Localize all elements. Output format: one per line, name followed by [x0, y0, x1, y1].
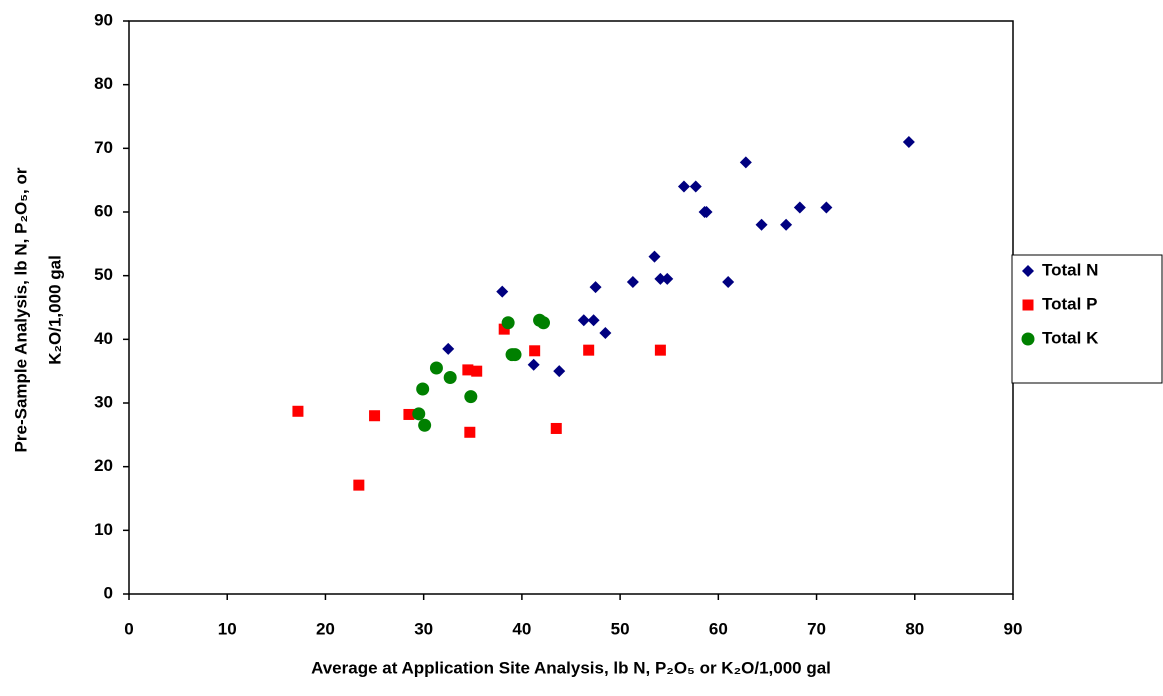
x-tick-label: 70	[807, 619, 826, 638]
x-tick-label: 10	[218, 619, 237, 638]
marker-diamond	[496, 285, 509, 298]
y-tick-label: 70	[94, 138, 113, 157]
x-tick-label: 90	[1004, 619, 1023, 638]
x-tick-label: 0	[124, 619, 133, 638]
marker-diamond	[648, 250, 661, 263]
marker-circle	[501, 316, 515, 330]
marker-diamond	[739, 156, 752, 169]
marker-diamond	[589, 281, 602, 294]
marker-circle	[536, 316, 550, 330]
marker-square	[550, 422, 562, 434]
marker-diamond	[661, 272, 674, 285]
marker-circle	[1021, 332, 1035, 346]
legend-label: Total K	[1042, 328, 1099, 347]
marker-square	[369, 410, 381, 422]
x-tick-label: 20	[316, 619, 335, 638]
marker-diamond	[527, 358, 540, 371]
y-tick-label: 90	[94, 10, 113, 29]
marker-square	[464, 426, 476, 438]
x-tick-label: 30	[414, 619, 433, 638]
y-axis-label-line: K₂O/1,000 gal	[45, 255, 64, 365]
legend-label: Total P	[1042, 294, 1097, 313]
marker-diamond	[793, 201, 806, 214]
marker-diamond	[902, 135, 915, 148]
marker-diamond	[722, 276, 735, 289]
marker-square	[583, 344, 595, 356]
y-axis-label-line: Pre-Sample Analysis, lb N, P₂O₅, or	[11, 167, 30, 452]
marker-diamond	[677, 180, 690, 193]
marker-square	[529, 345, 541, 357]
marker-diamond	[1022, 265, 1034, 277]
y-axis-label: Pre-Sample Analysis, lb N, P₂O₅, or K₂O/…	[11, 167, 64, 452]
x-tick-label: 40	[512, 619, 531, 638]
marker-square	[1022, 299, 1034, 311]
marker-diamond	[626, 276, 639, 289]
marker-diamond	[442, 342, 455, 355]
y-tick-label: 50	[94, 265, 113, 284]
marker-diamond	[689, 180, 702, 193]
marker-circle	[416, 382, 430, 396]
y-tick-label: 40	[94, 329, 113, 348]
x-axis-label: Average at Application Site Analysis, lb…	[311, 658, 831, 677]
marker-square	[471, 365, 483, 377]
marker-diamond	[780, 218, 793, 231]
marker-circle	[412, 407, 426, 421]
marker-diamond	[587, 314, 600, 327]
legend	[1011, 254, 1163, 384]
marker-diamond	[654, 272, 667, 285]
y-tick-label: 60	[94, 201, 113, 220]
marker-square	[654, 344, 666, 356]
y-tick-label: 0	[104, 583, 113, 602]
marker-diamond	[700, 206, 713, 218]
legend-label: Total N	[1042, 260, 1098, 279]
marker-circle	[508, 348, 522, 362]
x-tick-label: 50	[611, 619, 630, 638]
marker-diamond	[577, 314, 590, 327]
marker-diamond	[599, 326, 612, 339]
x-tick-label: 60	[709, 619, 728, 638]
marker-square	[498, 323, 510, 335]
marker-circle	[418, 418, 432, 432]
y-tick-label: 20	[94, 456, 113, 475]
y-tick-label: 80	[94, 74, 113, 93]
marker-square	[292, 405, 304, 417]
y-tick-label: 30	[94, 392, 113, 411]
x-tick-label: 80	[905, 619, 924, 638]
marker-square	[462, 364, 474, 376]
y-tick-label: 10	[94, 520, 113, 539]
marker-circle	[443, 371, 457, 385]
marker-square	[403, 408, 415, 420]
marker-diamond	[820, 201, 833, 214]
marker-square	[353, 479, 365, 491]
marker-circle	[429, 361, 443, 375]
plot-area	[128, 20, 1014, 595]
marker-diamond	[755, 218, 768, 231]
marker-circle	[464, 390, 478, 404]
marker-diamond	[553, 365, 566, 378]
